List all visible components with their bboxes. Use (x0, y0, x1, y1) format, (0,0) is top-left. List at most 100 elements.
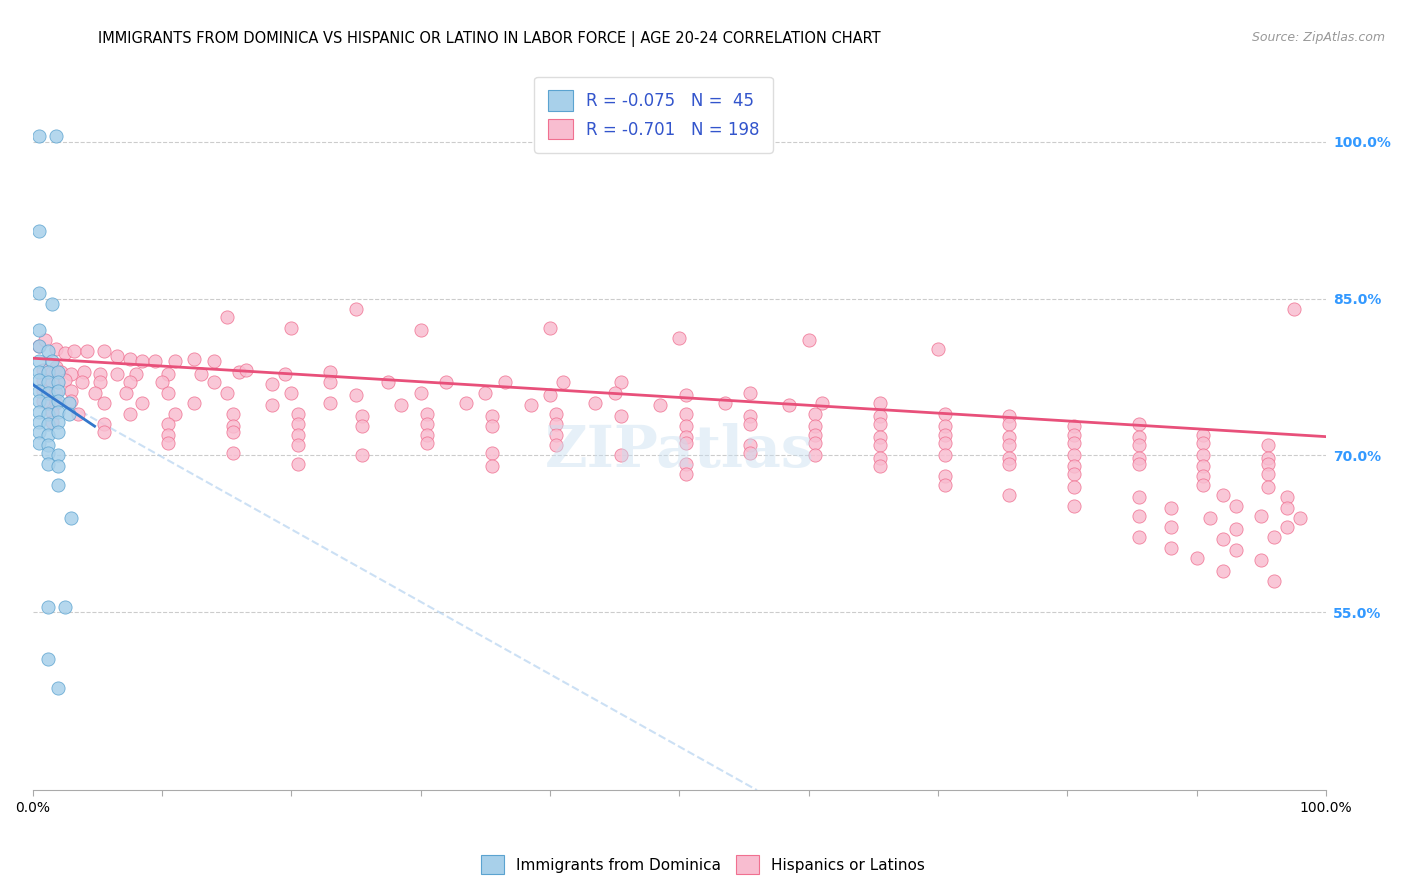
Point (48, 384, 70, 398)
Point (60, 367, 83, 381)
Point (740, 417, 762, 431)
Point (83, 385, 105, 400)
Point (869, 417, 891, 431)
Point (810, 396, 832, 410)
Point (675, 388, 697, 402)
Point (280, 385, 302, 400)
Point (436, 376, 458, 390)
Point (740, 446, 762, 460)
Point (37, 457, 59, 471)
Point (287, 438, 309, 452)
Point (1250, 509, 1272, 524)
Point (1282, 301, 1305, 316)
Point (131, 396, 153, 410)
Point (1263, 574, 1285, 588)
Point (538, 388, 561, 402)
Point (804, 419, 827, 434)
Point (352, 409, 374, 423)
Point (37, 417, 59, 431)
Point (1277, 519, 1299, 533)
Point (157, 436, 180, 450)
Point (869, 396, 891, 410)
Point (797, 334, 820, 348)
Point (1128, 430, 1150, 444)
Point (1063, 467, 1085, 482)
Point (28, 224, 51, 238)
Point (28, 339, 51, 353)
Point (48, 681, 70, 695)
Text: ZIPatlas: ZIPatlas (544, 423, 814, 479)
Point (37, 600, 59, 615)
Point (274, 367, 297, 381)
Point (1250, 553, 1272, 567)
Point (28, 436, 51, 450)
Point (163, 407, 186, 421)
Text: Source: ZipAtlas.com: Source: ZipAtlas.com (1251, 31, 1385, 45)
Point (494, 376, 516, 390)
Point (70, 376, 93, 390)
Point (869, 430, 891, 444)
Point (49, 365, 72, 379)
Point (183, 352, 205, 367)
Point (222, 419, 245, 434)
Point (1257, 450, 1279, 465)
Point (93, 343, 115, 358)
Point (41, 376, 63, 390)
Point (48, 449, 70, 463)
Point (610, 376, 633, 390)
Point (1160, 541, 1182, 555)
Point (28, 404, 51, 418)
Point (319, 396, 342, 410)
Point (37, 427, 59, 442)
Point (1212, 488, 1234, 502)
Point (454, 396, 477, 410)
Point (1128, 438, 1150, 452)
Point (157, 385, 180, 400)
Point (60, 511, 83, 525)
Point (675, 457, 697, 471)
Point (352, 449, 374, 463)
Point (222, 407, 245, 421)
Point (934, 407, 956, 421)
Point (934, 427, 956, 442)
Point (481, 446, 503, 460)
Point (675, 436, 697, 450)
Point (740, 438, 762, 452)
Point (45, 129, 67, 144)
Point (202, 354, 225, 368)
Point (93, 417, 115, 431)
Point (1212, 564, 1234, 578)
Point (1192, 458, 1215, 473)
Point (416, 427, 439, 442)
Point (1063, 480, 1085, 494)
Point (31, 384, 53, 398)
Point (37, 385, 59, 400)
Point (66, 407, 89, 421)
Point (1160, 519, 1182, 533)
Point (319, 365, 342, 379)
Point (804, 407, 827, 421)
Point (60, 384, 83, 398)
Point (190, 367, 212, 381)
Point (1063, 436, 1085, 450)
Point (1185, 551, 1208, 566)
Point (1257, 467, 1279, 482)
Point (45, 396, 67, 410)
Point (45, 342, 67, 356)
Point (105, 367, 128, 381)
Point (60, 394, 83, 409)
Point (1192, 469, 1215, 483)
Legend: Immigrants from Dominica, Hispanics or Latinos: Immigrants from Dominica, Hispanics or L… (475, 849, 931, 880)
Point (287, 407, 309, 421)
Point (998, 417, 1021, 431)
Point (48, 376, 70, 390)
Point (1225, 522, 1247, 536)
Point (1277, 500, 1299, 515)
Point (610, 449, 633, 463)
Point (45, 359, 67, 374)
Point (377, 376, 399, 390)
Point (260, 398, 283, 412)
Point (73, 365, 96, 379)
Point (869, 450, 891, 465)
Point (28, 354, 51, 368)
